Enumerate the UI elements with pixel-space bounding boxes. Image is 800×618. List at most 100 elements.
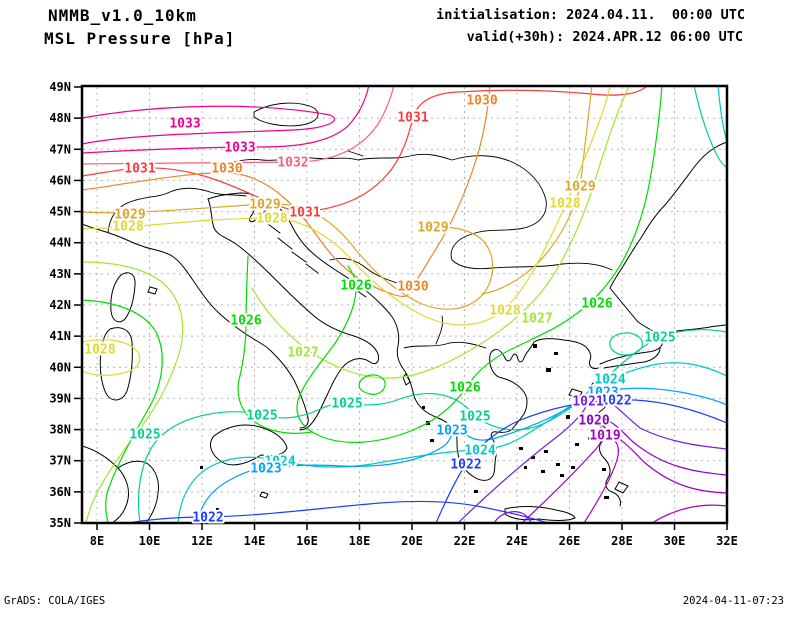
island-rhodes [614,481,629,494]
isobar-1033 [82,105,336,145]
contour-label-1022: 1022 [600,394,631,409]
contour-label-1022: 1022 [192,511,223,526]
contour-label-1025: 1025 [644,331,675,346]
contour-label-1033: 1033 [224,141,255,156]
coastline-turkey-north [655,324,727,335]
coastline-africa [82,445,129,523]
contour-label-1020: 1020 [578,414,609,429]
contour-label-1031: 1031 [289,206,320,221]
island-corsica [110,272,136,323]
lat-tick-label: 44N [49,236,71,250]
contour-label-1026: 1026 [340,279,371,294]
isobar-contours [82,85,727,523]
contour-label-1027: 1027 [521,312,552,327]
contour-label-1030: 1030 [466,94,497,109]
isobar-1023 [197,387,727,523]
lon-tick-label: 20E [401,534,423,548]
country-borders [107,102,613,349]
isobar-1026 [237,255,313,434]
contour-label-1032: 1032 [277,156,308,171]
contour-label-1028: 1028 [549,197,580,212]
contour-label-1023: 1023 [587,386,618,401]
contour-labels: 1033 1033 1032 1031 1031 1031 1030 1030 1030 1029… [82,92,677,528]
contour-label-1030: 1030 [211,162,242,177]
lon-tick-label: 12E [191,534,213,548]
contour-label-1024: 1024 [464,444,495,459]
contour-label-1030: 1030 [397,280,428,295]
axis-tick-labels: 49N 48N 47N 46N 45N 44N 43N 42N 41N 40N 39N 38N 37N 3… [49,80,738,548]
lon-tick-label: 24E [506,534,528,548]
isobar-1031 [82,85,649,213]
coastline-marmara-south [603,347,661,369]
grads-credit: GrADS: COLA/IGES [4,595,106,607]
isobar-1020 [521,415,727,523]
isobar-1022 [435,399,727,523]
lon-tick-label: 28E [611,534,633,548]
isobar-1028 [82,85,612,326]
lat-tick-label: 38N [49,423,71,437]
isobar-1019 [583,431,727,523]
lon-tick-label: 14E [244,534,266,548]
contour-label-1023: 1023 [250,462,281,477]
lon-tick-label: 10E [139,534,161,548]
lon-tick-label: 26E [559,534,581,548]
lat-tick-label: 35N [49,516,71,530]
isobar-1027 [82,261,184,523]
contour-label-1029: 1029 [564,180,595,195]
lon-tick-label: 22E [454,534,476,548]
lat-tick-label: 36N [49,485,71,499]
island-sardinia [99,327,133,401]
island-malta [259,491,269,499]
contour-label-1031: 1031 [397,111,428,126]
lon-tick-label: 8E [90,534,104,548]
contour-label-1029: 1029 [114,208,145,223]
contour-label-1026: 1026 [449,381,480,396]
lat-tick-label: 45N [49,205,71,219]
contour-label-1033: 1033 [169,117,200,132]
isobar-1029 [481,85,593,295]
contour-label-1021: 1021 [572,395,603,410]
island-corfu [402,373,411,386]
valid-time-label: valid(+30h): 2024.APR.12 06:00 UTC [466,29,743,45]
lat-tick-label: 40N [49,360,71,374]
contour-label-1023: 1023 [436,424,467,439]
contour-label-1029: 1029 [249,198,280,213]
island-sicily [210,424,288,466]
coastlines [82,102,727,523]
lat-tick-label: 42N [49,298,71,312]
isobar-1030 [82,172,409,297]
isobar-1025 [609,332,644,356]
init-time-label: initialisation: 2024.04.11. 00:00 UTC [436,7,745,23]
small-islands [200,344,609,511]
island-lesbos [568,388,583,399]
coastline-capbon [117,460,159,523]
isobar-1026 [296,85,663,443]
isobar-1029 [82,203,494,310]
isobar-1033 [82,85,370,154]
contour-label-1026: 1026 [581,297,612,312]
contour-label-1028: 1028 [84,343,115,358]
contour-label-1022: 1022 [450,458,481,473]
lon-tick-label: 18E [349,534,371,548]
isobar-1021 [493,511,532,523]
isobar-1025 [693,85,727,169]
coastline-italy-west [82,223,309,429]
isobar-1026 [82,299,163,523]
contour-label-1019: 1019 [589,429,620,444]
contour-label-1025: 1025 [246,409,277,424]
lat-tick-label: 39N [49,391,71,405]
isobar-1024 [177,362,727,523]
contour-label-1028: 1028 [489,304,520,319]
isobar-1027 [251,85,631,379]
contour-label-1024: 1024 [264,455,295,470]
isobar-1032 [82,85,395,165]
island-crete [504,506,576,521]
isobar-1025 [137,329,727,523]
isobar-1030 [417,85,491,279]
lon-tick-label: 32E [716,534,738,548]
contour-label-1027: 1027 [287,346,318,361]
graticule-grid [83,87,726,522]
contour-label-1025: 1025 [331,397,362,412]
contour-label-1029: 1029 [417,221,448,236]
